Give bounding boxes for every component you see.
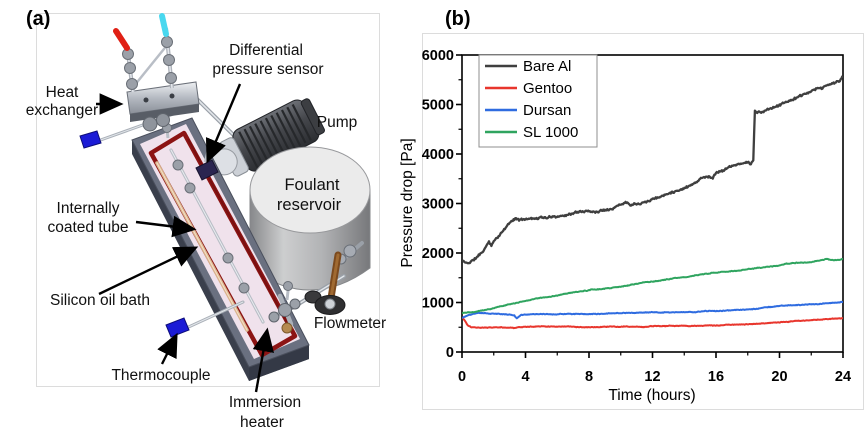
chart-axes: 0 1000 2000 3000 4000 5000 6000 0 4 8 12 16 20 24 — [422, 48, 851, 385]
y-axis-title: Pressure drop [Pa] — [399, 138, 416, 267]
foulant-reservoir: Foulant reservoir — [249, 146, 371, 291]
cyan-tube-tip — [159, 13, 169, 37]
legend-label: Bare Al — [523, 58, 571, 75]
cold-inlet-fitting — [159, 13, 177, 89]
chart-legend: Bare Al Gentoo Dursan SL 1000 — [478, 54, 598, 148]
immersion-heater-label-2: heater — [240, 414, 284, 431]
legend-label: Dursan — [523, 102, 571, 119]
red-tube-tip — [113, 28, 130, 51]
y-tick-label: 6000 — [422, 48, 454, 64]
y-tick-label: 0 — [446, 345, 454, 361]
reservoir-label-line2: reservoir — [277, 196, 342, 214]
coated-tube-arrow — [135, 215, 197, 238]
tube-fittings — [172, 159, 250, 294]
pump-fins — [238, 104, 312, 168]
annotation-labels: Heat exchanger Differential pressure sen… — [26, 42, 386, 431]
legend-label: SL 1000 — [523, 124, 578, 141]
thermocouple-arrow — [157, 332, 178, 365]
immersion-heater-arrow — [252, 327, 275, 393]
panel-b-tag: (b) — [445, 8, 471, 30]
outlet-fittings — [268, 281, 301, 334]
x-tick-label: 20 — [771, 369, 787, 385]
oil-bath — [131, 111, 310, 381]
series-bare-al — [462, 75, 843, 265]
series-gentoo — [462, 316, 843, 330]
annotation-arrows — [96, 83, 275, 393]
chart-series — [462, 75, 843, 330]
y-tick-label: 2000 — [422, 246, 454, 262]
x-tick-label: 16 — [708, 369, 724, 385]
oil-bath-arrow — [98, 246, 199, 296]
thermocouple-label: Thermocouple — [111, 367, 210, 384]
series-sl-1000 — [462, 257, 843, 314]
apparatus-diagram: Foulant reservoir — [26, 13, 386, 431]
heat-exchanger-label-2: exchanger — [26, 102, 98, 119]
x-tick-label: 4 — [521, 369, 529, 385]
x-tick-label: 8 — [585, 369, 593, 385]
heat-exchanger-label-1: Heat — [46, 84, 79, 101]
oil-bath-label: Silicon oil bath — [50, 292, 150, 309]
coated-tube-label-2: coated tube — [47, 219, 128, 236]
hot-inlet-fitting — [113, 28, 138, 93]
y-tick-label: 3000 — [422, 197, 454, 213]
pump-label: Pump — [317, 114, 358, 131]
y-tick-label: 4000 — [422, 147, 454, 163]
flowmeter — [290, 241, 364, 315]
pressure-sensor-label-1: Differential — [229, 42, 303, 59]
reservoir-label-line1: Foulant — [284, 176, 339, 194]
heat-exchanger — [113, 13, 200, 132]
x-axis-title: Time (hours) — [608, 387, 695, 404]
series-dursan — [462, 300, 843, 320]
immersion-heater-label-1: Immersion — [229, 394, 301, 411]
x-tick-label: 0 — [458, 369, 466, 385]
y-tick-label: 5000 — [422, 98, 454, 114]
x-tick-label: 24 — [835, 369, 851, 385]
panel-a-tag: (a) — [26, 8, 51, 30]
pressure-drop-chart: 0 1000 2000 3000 4000 5000 6000 0 4 8 12 16 20 24 Bar… — [399, 48, 851, 404]
flowmeter-label: Flowmeter — [314, 315, 386, 332]
x-tick-label: 12 — [644, 369, 660, 385]
pressure-sensor-label-2: pressure sensor — [212, 61, 323, 78]
pressure-sensor-arrow — [205, 83, 242, 164]
y-tick-label: 1000 — [422, 296, 454, 312]
legend-label: Gentoo — [523, 80, 572, 97]
coated-tube-label-1: Internally — [57, 200, 120, 217]
